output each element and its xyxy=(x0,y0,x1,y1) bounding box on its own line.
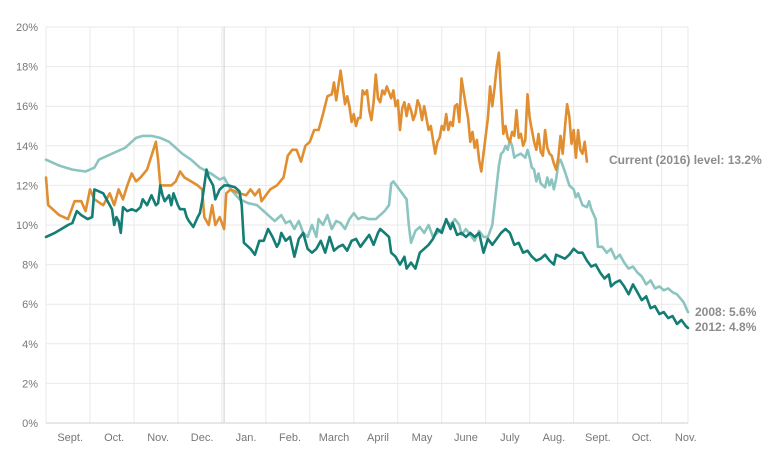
x-tick-label: Nov. xyxy=(675,432,697,444)
grid xyxy=(45,26,689,424)
x-tick-label: Jan. xyxy=(236,432,257,444)
label-2008: 2008: 5.6% xyxy=(695,305,757,319)
x-tick-label: Sept. xyxy=(57,432,83,444)
x-tick-label: May xyxy=(412,432,433,444)
y-tick-label: 2% xyxy=(22,378,38,390)
y-tick-label: 8% xyxy=(22,260,38,272)
series-line-2016 xyxy=(44,51,589,231)
y-tick-label: 18% xyxy=(16,62,38,74)
y-tick-label: 6% xyxy=(22,299,38,311)
y-tick-label: 12% xyxy=(16,180,38,192)
x-tick-label: Feb. xyxy=(279,432,301,444)
y-tick-label: 20% xyxy=(16,22,38,34)
x-tick-label: Oct. xyxy=(104,432,124,444)
series-line-2012 xyxy=(44,168,690,330)
x-tick-label: June xyxy=(454,432,478,444)
y-tick-label: 4% xyxy=(22,339,38,351)
x-tick-label: April xyxy=(367,432,389,444)
label-2012: 2012: 4.8% xyxy=(695,320,757,334)
y-axis: 0% 2% 4% 6% 8% 10% 12% 14% 16% 18% 20% xyxy=(16,22,38,430)
x-tick-label: Nov. xyxy=(147,432,169,444)
y-tick-label: 0% xyxy=(22,418,38,430)
label-2016: Current (2016) level: 13.2% xyxy=(609,153,762,167)
y-tick-label: 16% xyxy=(16,101,38,113)
y-tick-label: 10% xyxy=(16,220,38,232)
x-tick-label: March xyxy=(319,432,350,444)
x-axis: Sept. Oct. Nov. Dec. Jan. Feb. March April May Ju… xyxy=(46,422,697,444)
series-layer xyxy=(44,51,690,330)
x-tick-label: July xyxy=(500,432,520,444)
series-line-2008 xyxy=(44,134,690,314)
x-tick-label: Sept. xyxy=(585,432,611,444)
x-tick-label: Oct. xyxy=(632,432,652,444)
x-tick-label: Aug. xyxy=(543,432,566,444)
x-tick-label: Dec. xyxy=(191,432,214,444)
y-tick-label: 14% xyxy=(16,141,38,153)
series-labels: Current (2016) level: 13.2% 2008: 5.6% 2… xyxy=(609,153,762,334)
